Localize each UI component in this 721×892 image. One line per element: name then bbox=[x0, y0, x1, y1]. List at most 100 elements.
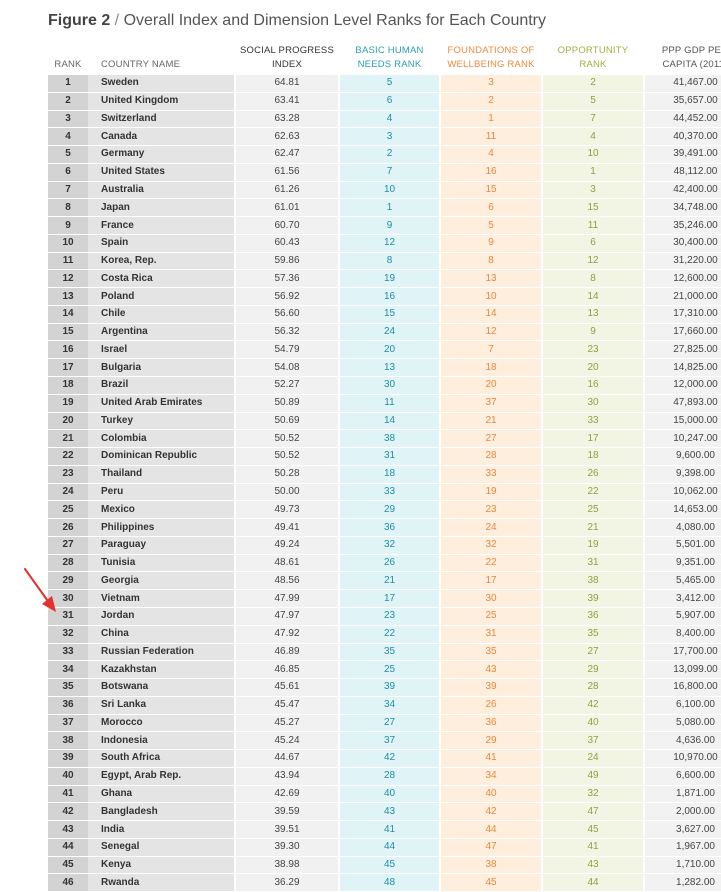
cell-social-progress-index: 50.28 bbox=[235, 465, 340, 484]
cell-basic-human-needs-rank: 6 bbox=[339, 92, 441, 111]
cell-rank: 9 bbox=[48, 216, 88, 235]
cell-basic-human-needs-rank: 39 bbox=[339, 678, 441, 697]
table-row: 15 Argentina 56.32 24 12 9 17,660.00 bbox=[48, 323, 721, 342]
cell-opportunity-rank: 16 bbox=[542, 376, 645, 395]
cell-country-name: Tunisia bbox=[88, 554, 236, 573]
cell-basic-human-needs-rank: 45 bbox=[339, 856, 441, 875]
table-row: 18 Brazil 52.27 30 20 16 12,000.00 bbox=[48, 376, 721, 395]
table-row: 21 Colombia 50.52 38 27 17 10,247.00 bbox=[48, 429, 721, 449]
cell-country-name: Spain bbox=[88, 234, 236, 253]
cell-social-progress-index: 60.70 bbox=[235, 216, 340, 235]
table-row: 37 Morocco 45.27 27 36 40 5,080.00 bbox=[48, 714, 721, 733]
cell-basic-human-needs-rank: 5 bbox=[339, 75, 441, 93]
cell-rank: 36 bbox=[48, 696, 88, 715]
table-row: 22 Dominican Republic 50.52 31 28 18 9,600.00 bbox=[48, 447, 721, 466]
cell-country-name: Kenya bbox=[88, 856, 236, 875]
cell-rank: 5 bbox=[48, 145, 88, 164]
cell-ppp-gdp-per-capita: 17,700.00 bbox=[644, 643, 721, 662]
cell-foundations-of-wellbeing-rank: 38 bbox=[440, 856, 543, 875]
cell-social-progress-index: 50.89 bbox=[235, 394, 340, 413]
cell-country-name: South Africa bbox=[88, 749, 236, 768]
cell-ppp-gdp-per-capita: 21,000.00 bbox=[644, 287, 721, 306]
cell-rank: 40 bbox=[48, 767, 88, 786]
cell-foundations-of-wellbeing-rank: 45 bbox=[440, 873, 543, 892]
cell-rank: 45 bbox=[48, 856, 88, 875]
cell-ppp-gdp-per-capita: 10,970.00 bbox=[644, 749, 721, 768]
cell-country-name: Kazakhstan bbox=[88, 660, 236, 680]
cell-ppp-gdp-per-capita: 39,491.00 bbox=[644, 145, 721, 164]
table-row: 46 Rwanda 36.29 48 45 44 1,282.00 bbox=[48, 873, 721, 892]
cell-opportunity-rank: 12 bbox=[542, 252, 645, 271]
cell-social-progress-index: 47.97 bbox=[235, 607, 340, 626]
table-row: 26 Philippines 49.41 36 24 21 4,080.00 bbox=[48, 518, 721, 537]
cell-ppp-gdp-per-capita: 5,080.00 bbox=[644, 714, 721, 733]
cell-basic-human-needs-rank: 13 bbox=[339, 358, 441, 378]
table-row: 12 Costa Rica 57.36 19 13 8 12,600.00 bbox=[48, 269, 721, 289]
cell-foundations-of-wellbeing-rank: 32 bbox=[440, 536, 543, 555]
cell-rank: 18 bbox=[48, 376, 88, 395]
cell-opportunity-rank: 30 bbox=[542, 394, 645, 413]
cell-basic-human-needs-rank: 44 bbox=[339, 838, 441, 857]
table-row: 5 Germany 62.47 2 4 10 39,491.00 bbox=[48, 145, 721, 164]
cell-foundations-of-wellbeing-rank: 3 bbox=[440, 75, 543, 93]
cell-country-name: Japan bbox=[88, 198, 236, 218]
table-row: 20 Turkey 50.69 14 21 33 15,000.00 bbox=[48, 412, 721, 431]
cell-social-progress-index: 45.24 bbox=[235, 731, 340, 751]
cell-foundations-of-wellbeing-rank: 29 bbox=[440, 731, 543, 751]
cell-basic-human-needs-rank: 20 bbox=[339, 340, 441, 360]
cell-basic-human-needs-rank: 9 bbox=[339, 216, 441, 235]
cell-social-progress-index: 63.28 bbox=[235, 110, 340, 129]
cell-country-name: Rwanda bbox=[88, 873, 236, 892]
cell-basic-human-needs-rank: 30 bbox=[339, 376, 441, 395]
cell-ppp-gdp-per-capita: 6,600.00 bbox=[644, 767, 721, 786]
cell-social-progress-index: 61.56 bbox=[235, 163, 340, 182]
table-body: 1 Sweden 64.81 5 3 2 41,467.00 2 United Kingdom 6… bbox=[48, 75, 721, 892]
cell-country-name: Peru bbox=[88, 483, 236, 502]
cell-rank: 34 bbox=[48, 660, 88, 680]
cell-ppp-gdp-per-capita: 6,100.00 bbox=[644, 696, 721, 715]
cell-opportunity-rank: 35 bbox=[542, 625, 645, 644]
table-row: 41 Ghana 42.69 40 40 32 1,871.00 bbox=[48, 785, 721, 804]
cell-country-name: Costa Rica bbox=[88, 269, 236, 289]
cell-ppp-gdp-per-capita: 1,967.00 bbox=[644, 838, 721, 857]
cell-rank: 10 bbox=[48, 234, 88, 253]
cell-opportunity-rank: 24 bbox=[542, 749, 645, 768]
cell-rank: 32 bbox=[48, 625, 88, 644]
cell-rank: 3 bbox=[48, 110, 88, 129]
cell-basic-human-needs-rank: 3 bbox=[339, 127, 441, 147]
cell-opportunity-rank: 28 bbox=[542, 678, 645, 697]
cell-country-name: Indonesia bbox=[88, 731, 236, 751]
table-row: 25 Mexico 49.73 29 23 25 14,653.00 bbox=[48, 500, 721, 520]
cell-foundations-of-wellbeing-rank: 11 bbox=[440, 127, 543, 147]
cell-country-name: Senegal bbox=[88, 838, 236, 857]
cell-basic-human-needs-rank: 37 bbox=[339, 731, 441, 751]
header-foundations-of-wellbeing-rank: FOUNDATIONS OF WELLBEING RANK bbox=[447, 45, 535, 70]
cell-opportunity-rank: 5 bbox=[542, 92, 645, 111]
cell-foundations-of-wellbeing-rank: 31 bbox=[440, 625, 543, 644]
cell-country-name: Canada bbox=[88, 127, 236, 147]
cell-basic-human-needs-rank: 12 bbox=[339, 234, 441, 253]
cell-rank: 12 bbox=[48, 269, 88, 289]
cell-social-progress-index: 54.79 bbox=[235, 340, 340, 360]
cell-social-progress-index: 45.47 bbox=[235, 696, 340, 715]
cell-opportunity-rank: 37 bbox=[542, 731, 645, 751]
cell-country-name: Thailand bbox=[88, 465, 236, 484]
cell-rank: 15 bbox=[48, 323, 88, 342]
table-row: 7 Australia 61.26 10 15 3 42,400.00 bbox=[48, 181, 721, 200]
cell-rank: 30 bbox=[48, 589, 88, 608]
cell-opportunity-rank: 40 bbox=[542, 714, 645, 733]
cell-opportunity-rank: 31 bbox=[542, 554, 645, 573]
cell-foundations-of-wellbeing-rank: 10 bbox=[440, 287, 543, 306]
cell-basic-human-needs-rank: 16 bbox=[339, 287, 441, 306]
cell-ppp-gdp-per-capita: 27,825.00 bbox=[644, 340, 721, 360]
cell-rank: 23 bbox=[48, 465, 88, 484]
table-row: 4 Canada 62.63 3 11 4 40,370.00 bbox=[48, 127, 721, 147]
cell-basic-human-needs-rank: 11 bbox=[339, 394, 441, 413]
cell-foundations-of-wellbeing-rank: 5 bbox=[440, 216, 543, 235]
cell-country-name: Sri Lanka bbox=[88, 696, 236, 715]
cell-country-name: Jordan bbox=[88, 607, 236, 626]
cell-basic-human-needs-rank: 18 bbox=[339, 465, 441, 484]
cell-rank: 43 bbox=[48, 820, 88, 839]
table-row: 32 China 47.92 22 31 35 8,400.00 bbox=[48, 625, 721, 644]
table-row: 44 Senegal 39.30 44 47 41 1,967.00 bbox=[48, 838, 721, 857]
